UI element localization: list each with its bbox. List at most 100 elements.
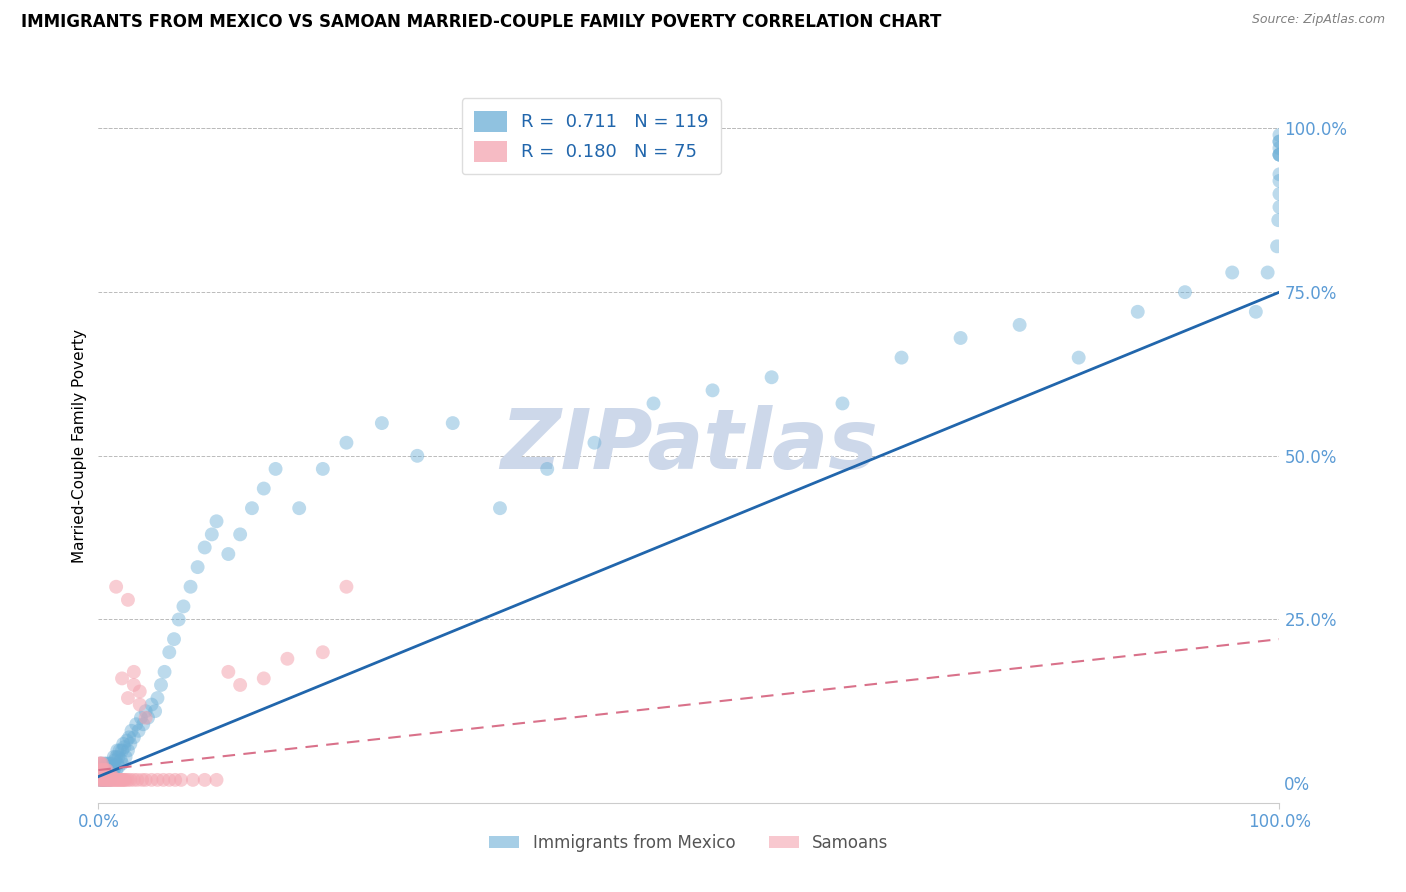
Point: [253, 482, 276, 496]
Point: [91, 770, 114, 784]
Point: [96, 763, 118, 777]
Point: [229, 678, 252, 692]
Point: [217, 547, 239, 561]
Point: [98, 760, 121, 774]
Point: [1067, 351, 1090, 365]
Point: [153, 665, 176, 679]
Point: [157, 645, 180, 659]
Point: [111, 672, 134, 686]
Point: [489, 501, 512, 516]
Point: [150, 678, 173, 692]
Point: [91, 770, 114, 784]
Point: [117, 772, 139, 787]
Point: [98, 772, 121, 787]
Point: [1268, 128, 1291, 142]
Point: [136, 711, 159, 725]
Point: [110, 753, 132, 767]
Point: [90, 763, 112, 777]
Point: [97, 766, 120, 780]
Point: [128, 698, 150, 712]
Point: [89, 770, 111, 784]
Point: [1268, 167, 1291, 181]
Point: [101, 770, 124, 784]
Point: [121, 723, 143, 738]
Point: [91, 772, 114, 787]
Point: [98, 772, 121, 787]
Point: [949, 331, 972, 345]
Point: [141, 772, 163, 787]
Point: [135, 772, 157, 787]
Point: [122, 731, 145, 745]
Point: [1257, 266, 1279, 280]
Point: [371, 416, 394, 430]
Point: [129, 711, 152, 725]
Point: [91, 772, 114, 787]
Point: [89, 772, 111, 787]
Point: [90, 756, 112, 771]
Point: [91, 756, 114, 771]
Point: [96, 772, 118, 787]
Point: [100, 763, 122, 777]
Point: [141, 698, 163, 712]
Point: [90, 770, 112, 784]
Point: [1268, 141, 1291, 155]
Text: IMMIGRANTS FROM MEXICO VS SAMOAN MARRIED-COUPLE FAMILY POVERTY CORRELATION CHART: IMMIGRANTS FROM MEXICO VS SAMOAN MARRIED…: [21, 13, 942, 31]
Point: [157, 772, 180, 787]
Point: [105, 756, 128, 771]
Point: [240, 501, 263, 516]
Point: [91, 770, 114, 784]
Point: [107, 750, 129, 764]
Point: [94, 766, 117, 780]
Point: [1268, 200, 1291, 214]
Point: [90, 772, 112, 787]
Point: [702, 384, 724, 398]
Point: [115, 733, 138, 747]
Point: [127, 772, 149, 787]
Point: [91, 766, 114, 780]
Point: [120, 737, 142, 751]
Point: [94, 770, 117, 784]
Point: [165, 772, 187, 787]
Point: [100, 756, 122, 771]
Point: [1268, 147, 1291, 161]
Point: [97, 770, 120, 784]
Point: [90, 756, 112, 771]
Point: [104, 772, 127, 787]
Point: [107, 760, 129, 774]
Point: [117, 743, 139, 757]
Point: [110, 772, 132, 787]
Point: [98, 772, 121, 787]
Point: [288, 501, 311, 516]
Point: [890, 351, 912, 365]
Point: [1126, 305, 1149, 319]
Point: [229, 527, 252, 541]
Point: [1220, 266, 1243, 280]
Point: [163, 632, 186, 647]
Point: [103, 772, 125, 787]
Point: [98, 770, 121, 784]
Point: [94, 763, 117, 777]
Point: [93, 772, 115, 787]
Point: [103, 750, 125, 764]
Legend: Immigrants from Mexico, Samoans: Immigrants from Mexico, Samoans: [482, 828, 896, 859]
Point: [98, 770, 121, 784]
Point: [117, 691, 139, 706]
Point: [96, 763, 118, 777]
Point: [91, 772, 114, 787]
Point: [101, 772, 124, 787]
Point: [120, 772, 142, 787]
Point: [205, 514, 228, 528]
Point: [761, 370, 783, 384]
Point: [89, 763, 111, 777]
Point: [181, 772, 204, 787]
Point: [135, 711, 157, 725]
Point: [135, 704, 157, 718]
Point: [89, 770, 111, 784]
Point: [128, 723, 150, 738]
Point: [112, 772, 135, 787]
Point: [112, 740, 135, 755]
Point: [146, 691, 169, 706]
Point: [89, 756, 111, 771]
Point: [90, 772, 112, 787]
Text: ZIPatlas: ZIPatlas: [501, 406, 877, 486]
